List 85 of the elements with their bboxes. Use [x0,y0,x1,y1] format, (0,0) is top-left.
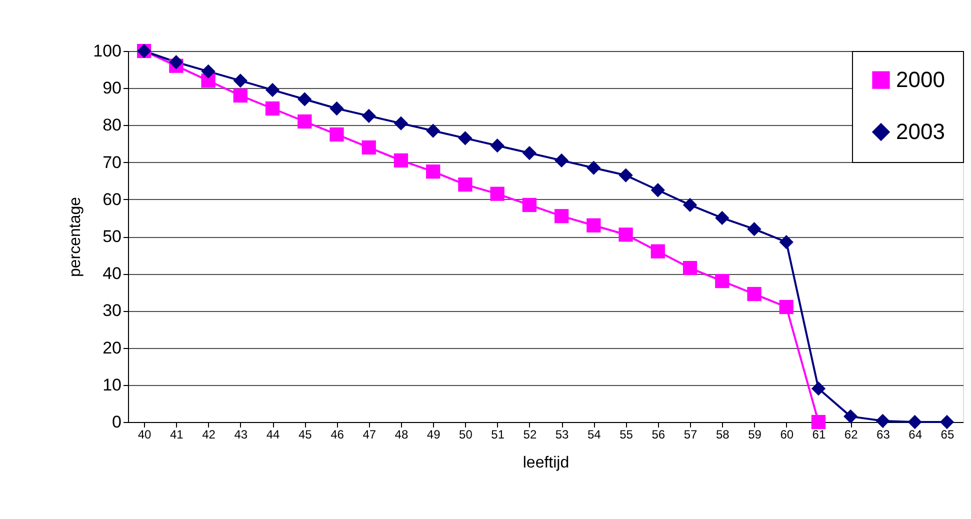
point [650,244,665,258]
point [586,218,601,232]
point [522,198,537,212]
y-tick-label: 70 [102,152,122,172]
y-tick-label: 100 [93,42,122,60]
point [298,114,312,129]
x-tick-label: 59 [748,428,762,442]
point [458,177,472,192]
x-tick-label: 54 [587,428,602,442]
y-tick-label: 60 [102,190,122,209]
point [426,124,440,138]
point [779,234,794,250]
point [233,74,248,88]
x-tick-label: 58 [716,428,730,442]
point [876,414,890,428]
y-tick-label: 10 [102,375,122,394]
x-tick-label: 57 [684,428,698,442]
y-tick-label: 30 [102,301,122,320]
x-tick-label: 52 [523,428,537,442]
y-tick-label: 40 [102,264,122,284]
x-tick-label: 47 [362,428,376,442]
point [233,88,248,103]
x-tick-label: 62 [844,428,858,442]
point [394,153,408,168]
point [811,414,826,430]
point [715,210,730,226]
legend-label: 2003 [896,119,945,144]
x-tick-label: 41 [170,428,184,442]
point [169,55,184,70]
point [201,64,216,78]
point [715,274,730,288]
point [844,409,858,424]
x-tick-label: 43 [234,428,248,442]
point [908,414,922,430]
x-tick-label: 60 [780,428,794,442]
x-tick-label: 49 [426,428,441,442]
point [394,116,408,130]
point [682,260,698,276]
point [811,382,826,396]
y-tick-label: 0 [112,412,122,432]
x-tick-label: 61 [812,428,826,442]
point [779,300,794,314]
legend-label: 2000 [896,67,945,92]
x-tick-label: 48 [394,428,408,442]
x-tick-label: 51 [491,428,505,442]
x-tick-label: 56 [652,428,666,442]
x-axis-title: leeftijd [522,454,570,472]
point [618,168,633,182]
point [747,222,762,236]
x-tick-label: 40 [138,428,152,442]
point [362,140,376,155]
point [650,183,665,198]
point [490,138,504,153]
point [554,209,569,224]
point [618,228,633,242]
x-tick-label: 64 [908,428,922,442]
point [458,131,472,146]
point [522,146,537,160]
x-tick-label: 55 [620,428,634,442]
point [554,153,569,168]
point [682,198,698,212]
x-tick-label: 50 [459,428,473,442]
point [265,101,280,116]
y-tick-label: 20 [102,338,122,358]
y-tick-label: 90 [102,78,122,98]
point [362,108,376,123]
point [330,101,344,116]
x-tick-label: 63 [876,428,890,442]
x-tick-label: 46 [330,428,344,442]
y-tick-label: 50 [102,227,122,246]
x-tick-label: 53 [555,428,570,442]
x-tick-label: 44 [266,428,280,442]
point [265,82,280,98]
point [747,286,762,302]
y-axis-title: percentage [67,196,84,278]
y-tick-label: 80 [102,116,122,135]
point [940,414,954,430]
x-tick-label: 42 [202,428,216,442]
point [490,186,504,201]
point [330,127,344,142]
x-tick-label: 65 [940,428,954,442]
point [426,164,440,179]
point [298,92,312,106]
point [586,160,601,175]
x-tick-label: 45 [298,428,312,442]
